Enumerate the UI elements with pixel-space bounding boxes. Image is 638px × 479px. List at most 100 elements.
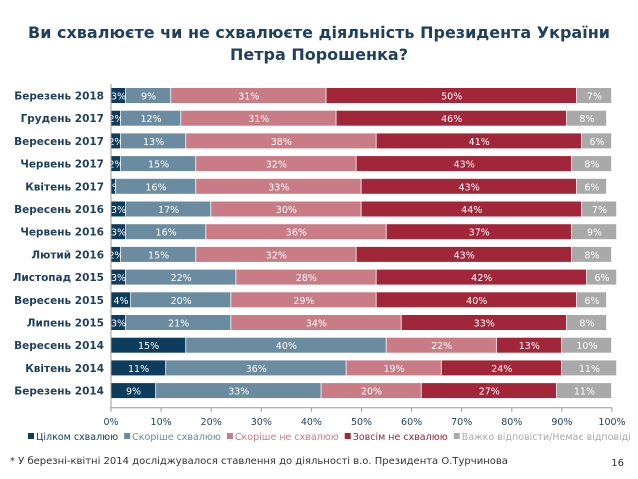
x-tick-label: 70%: [451, 417, 472, 428]
bar-segment: [571, 156, 612, 172]
data-label: 41%: [469, 137, 490, 148]
data-label: 30%: [276, 205, 297, 216]
data-label: 2%: [108, 250, 123, 261]
data-label: 6%: [594, 273, 609, 284]
legend-swatch: [124, 433, 131, 439]
bar-segment: [171, 88, 326, 103]
legend-label: Скоріше схвалюю: [132, 432, 221, 443]
category-label: Лютий 2016: [31, 249, 104, 261]
data-label: 16%: [156, 228, 177, 239]
bar-segment: [566, 110, 607, 126]
bar-segment: [126, 315, 231, 330]
bar-segment: [576, 178, 607, 194]
bar-segment: [196, 178, 361, 194]
bar-segment: [111, 88, 126, 103]
data-label: 6%: [589, 137, 604, 148]
data-label: 33%: [268, 182, 289, 193]
data-label: 10%: [576, 341, 597, 352]
data-label: 13%: [519, 341, 540, 352]
data-label: 29%: [293, 296, 314, 307]
bar-segment: [126, 88, 171, 103]
bar-segment: [126, 269, 236, 285]
data-label: 36%: [286, 228, 307, 239]
bar-segment: [156, 383, 321, 399]
legend-swatch: [344, 433, 351, 439]
data-label: 38%: [271, 137, 292, 148]
category-label: Червень 2016: [20, 227, 104, 239]
category-label: Липень 2015: [27, 318, 104, 330]
bar-segment: [121, 246, 196, 262]
bar-segment: [111, 224, 126, 240]
data-label: 46%: [441, 114, 462, 125]
data-label: 33%: [474, 319, 495, 330]
bar-segment: [126, 201, 211, 217]
bar-segment: [231, 315, 401, 330]
legend-label: Скоріше не схвалюю: [235, 432, 339, 443]
data-label: 31%: [248, 114, 269, 125]
bar-segment: [111, 292, 131, 308]
data-label: 2%: [108, 160, 123, 171]
data-label: 6%: [584, 296, 599, 307]
data-label: 33%: [228, 387, 249, 398]
data-label: 3%: [111, 273, 126, 284]
bar-segment: [561, 337, 612, 353]
bar-segment: [376, 133, 582, 149]
bar-segment: [571, 246, 612, 262]
data-label: 3%: [111, 228, 126, 239]
category-label: Вересень 2014: [14, 340, 104, 352]
data-label: 24%: [491, 364, 512, 375]
legend-label: Важко відповісти/Немає відповіді: [462, 432, 631, 443]
x-tick-label: 60%: [401, 417, 422, 428]
data-label: 8%: [584, 160, 599, 171]
data-label: 8%: [579, 319, 594, 330]
data-label: 20%: [171, 296, 192, 307]
bar-segment: [236, 269, 376, 285]
data-label: 2%: [108, 137, 123, 148]
bar-segment: [111, 156, 121, 172]
data-label: 43%: [454, 250, 475, 261]
bar-segment: [401, 315, 567, 330]
data-label: 27%: [479, 387, 500, 398]
legend-label: Цілком схвалюю: [36, 432, 118, 443]
data-label: 11%: [128, 364, 149, 375]
category-label: Вересень 2016: [14, 204, 104, 216]
legend-swatch: [453, 433, 460, 439]
bar-segment: [566, 315, 607, 330]
footnote: * У березні-квітні 2014 досліджувалося с…: [10, 456, 508, 467]
data-label: 40%: [466, 296, 487, 307]
data-label: 9%: [141, 92, 156, 103]
data-label: 40%: [276, 341, 297, 352]
category-label: Квітень 2017: [25, 181, 104, 193]
bar-segment: [326, 88, 577, 103]
bar-segment: [231, 292, 376, 308]
data-label: 22%: [171, 273, 192, 284]
data-label: 3%: [111, 92, 126, 103]
legend-swatch: [226, 433, 233, 439]
bar-segment: [111, 383, 156, 399]
bar-segment: [581, 133, 612, 149]
data-label: 34%: [306, 319, 327, 330]
bar-segment: [196, 156, 356, 172]
category-label: Березень 2018: [14, 91, 104, 103]
bar-segment: [356, 156, 572, 172]
x-tick-label: 90%: [551, 417, 572, 428]
x-tick-label: 20%: [201, 417, 222, 428]
bar-segment: [111, 201, 126, 217]
bar-segment: [121, 110, 181, 126]
bar-segment: [111, 110, 121, 126]
bar-segment: [561, 360, 617, 376]
x-tick-label: 50%: [351, 417, 372, 428]
data-label: 31%: [238, 92, 259, 103]
bar-segment: [496, 337, 562, 353]
x-tick-label: 0%: [103, 417, 118, 428]
bar-segment: [556, 383, 612, 399]
data-label: 15%: [148, 250, 169, 261]
page-number: 16: [611, 458, 624, 469]
bar-segment: [376, 269, 587, 285]
x-tick-label: 10%: [151, 417, 172, 428]
data-label: 4%: [113, 296, 128, 307]
data-label: 42%: [471, 273, 492, 284]
data-label: 32%: [266, 160, 287, 171]
data-label: 28%: [296, 273, 317, 284]
